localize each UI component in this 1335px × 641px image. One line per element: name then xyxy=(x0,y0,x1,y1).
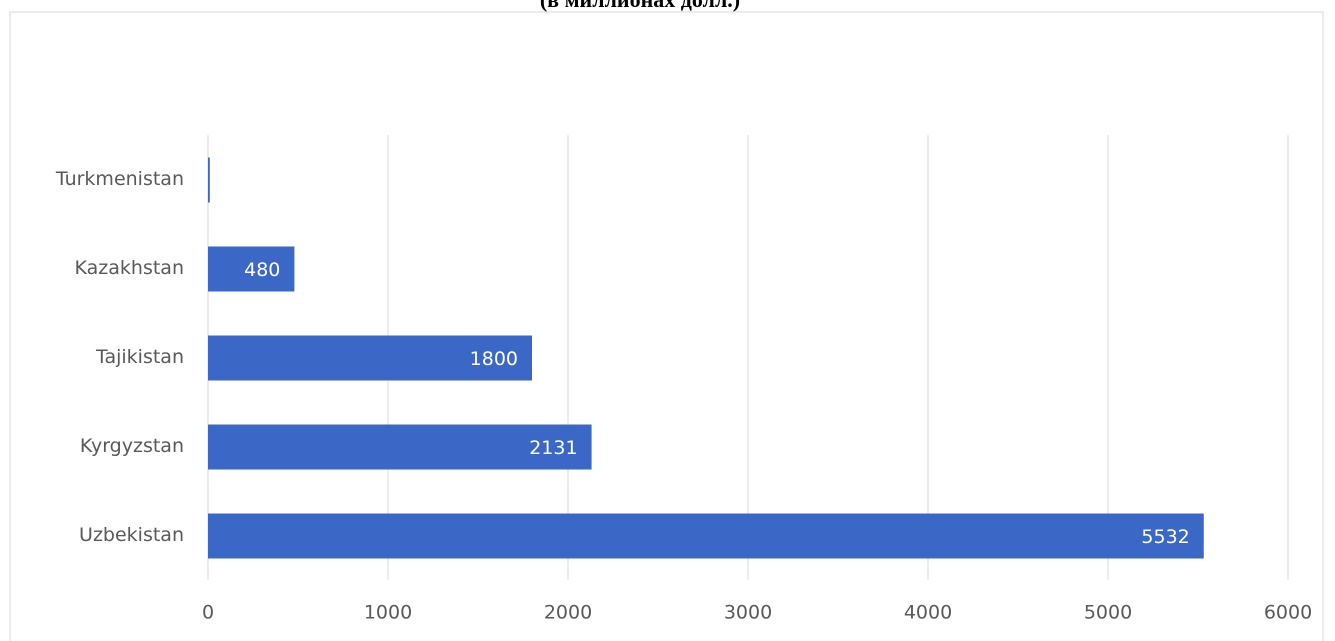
y-tick-label: Uzbekistan xyxy=(79,524,184,546)
x-tick-label: 1000 xyxy=(364,602,412,624)
x-tick-label: 4000 xyxy=(904,602,952,624)
value-label: 1800 xyxy=(470,348,518,370)
bar xyxy=(208,424,592,470)
bar xyxy=(208,246,295,292)
x-tick-label: 0 xyxy=(202,602,214,624)
y-tick-label: Kazakhstan xyxy=(75,257,184,279)
x-tick-label: 5000 xyxy=(1084,602,1132,624)
y-tick-label: Turkmenistan xyxy=(55,168,184,190)
value-label: 5532 xyxy=(1141,526,1189,548)
value-label: 480 xyxy=(244,259,280,281)
chart-title: (в миллионах долл.) xyxy=(540,0,740,12)
bar xyxy=(208,335,532,381)
chart-frame xyxy=(9,11,1324,641)
bar xyxy=(208,513,1204,559)
value-label: 2131 xyxy=(529,437,577,459)
y-tick-label: Tajikistan xyxy=(95,346,184,368)
x-tick-label: 3000 xyxy=(724,602,772,624)
x-tick-label: 6000 xyxy=(1264,602,1312,624)
y-tick-label: Kyrgyzstan xyxy=(80,435,184,457)
x-tick-label: 2000 xyxy=(544,602,592,624)
bar xyxy=(208,157,210,203)
